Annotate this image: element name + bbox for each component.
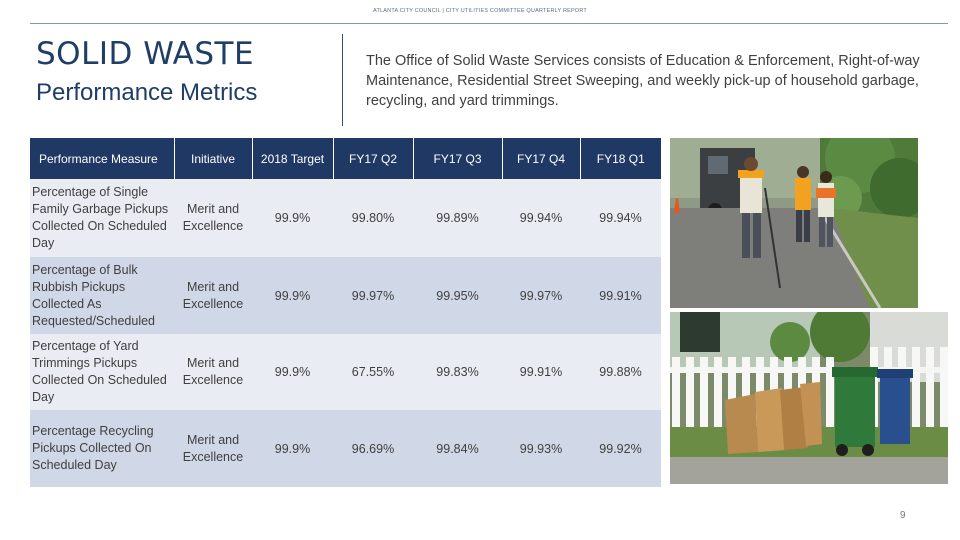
workers-photo <box>670 138 918 308</box>
column-header-initiative: Initiative <box>174 138 253 179</box>
fy18q1-cell: 99.88% <box>580 334 661 410</box>
column-header-fy17q3: FY17 Q3 <box>413 138 503 179</box>
fy18q1-cell: 99.92% <box>580 410 661 487</box>
measure-cell: Percentage of Single Family Garbage Pick… <box>30 179 174 257</box>
fy17q3-cell: 99.83% <box>413 334 502 410</box>
initiative-cell: Merit and Excellence <box>174 257 252 334</box>
page-number: 9 <box>900 510 906 521</box>
fy17q2-cell: 99.80% <box>333 179 413 257</box>
fy17q3-cell: 99.84% <box>413 410 502 487</box>
fy17q4-cell: 99.91% <box>502 334 580 410</box>
table-row: Percentage Recycling Pickups Collected O… <box>30 410 661 487</box>
measure-cell: Percentage of Bulk Rubbish Pickups Colle… <box>30 257 174 334</box>
fy17q2-cell: 99.97% <box>333 257 413 334</box>
bins-photo <box>670 312 948 484</box>
target-cell: 99.9% <box>252 257 333 334</box>
table-row: Percentage of Bulk Rubbish Pickups Colle… <box>30 257 661 334</box>
target-cell: 99.9% <box>252 410 333 487</box>
initiative-cell: Merit and Excellence <box>174 179 252 257</box>
fy18q1-cell: 99.94% <box>580 179 661 257</box>
title-divider <box>342 34 343 126</box>
column-header-target: 2018 Target <box>252 138 334 179</box>
target-cell: 99.9% <box>252 179 333 257</box>
fy18q1-cell: 99.91% <box>580 257 661 334</box>
table-header-row: Performance Measure Initiative 2018 Targ… <box>30 138 661 179</box>
measure-cell: Percentage Recycling Pickups Collected O… <box>30 410 174 487</box>
column-header-fy17q2: FY17 Q2 <box>333 138 414 179</box>
header-divider <box>30 23 948 24</box>
table-row: Percentage of Yard Trimmings Pickups Col… <box>30 334 661 410</box>
report-header: ATLANTA CITY COUNCIL | CITY UTILITIES CO… <box>373 8 587 14</box>
performance-metrics-table: Performance Measure Initiative 2018 Targ… <box>30 138 661 487</box>
fy17q3-cell: 99.95% <box>413 257 502 334</box>
fy17q4-cell: 99.93% <box>502 410 580 487</box>
fy17q4-cell: 99.94% <box>502 179 580 257</box>
target-cell: 99.9% <box>252 334 333 410</box>
page-subtitle: Performance Metrics <box>36 79 258 106</box>
fy17q4-cell: 99.97% <box>502 257 580 334</box>
table-row: Percentage of Single Family Garbage Pick… <box>30 179 661 257</box>
measure-cell: Percentage of Yard Trimmings Pickups Col… <box>30 334 174 410</box>
fy17q3-cell: 99.89% <box>413 179 502 257</box>
initiative-cell: Merit and Excellence <box>174 334 252 410</box>
column-header-fy18q1: FY18 Q1 <box>580 138 661 179</box>
column-header-fy17q4: FY17 Q4 <box>502 138 581 179</box>
page-title: SOLID WASTE <box>36 36 255 72</box>
column-header-measure: Performance Measure <box>30 138 175 179</box>
fy17q2-cell: 67.55% <box>333 334 413 410</box>
description-text: The Office of Solid Waste Services consi… <box>366 53 920 109</box>
fy17q2-cell: 96.69% <box>333 410 413 487</box>
initiative-cell: Merit and Excellence <box>174 410 252 487</box>
